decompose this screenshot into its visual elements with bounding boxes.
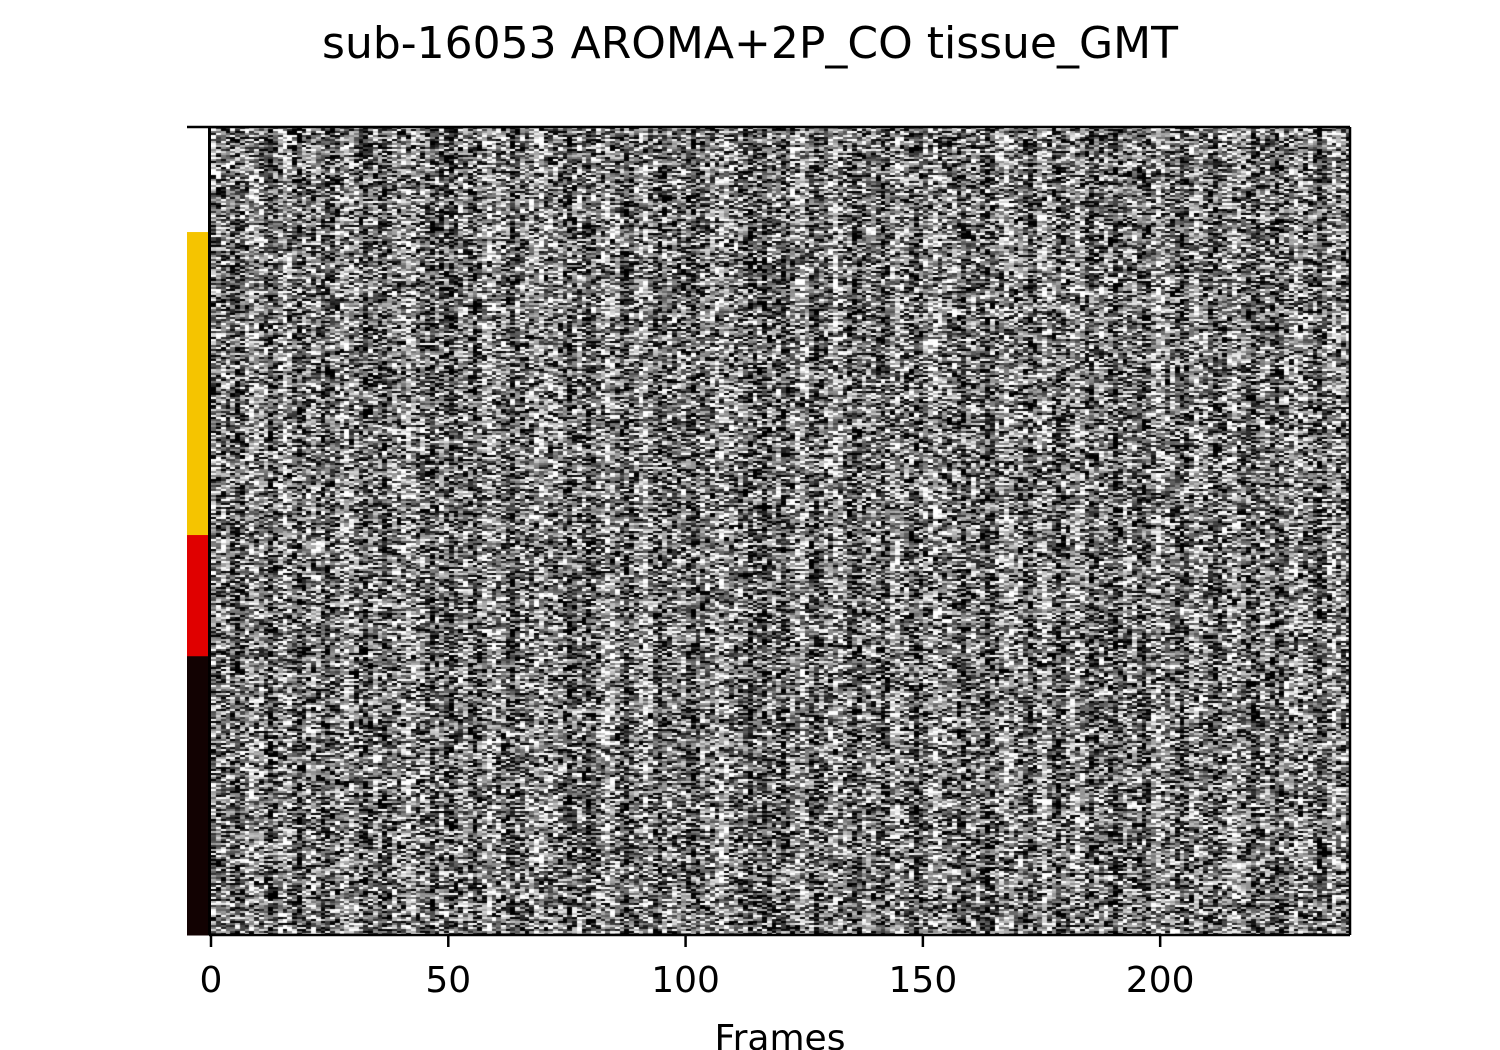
carpet-heatmap: [211, 127, 1350, 935]
x-axis-label: Frames: [715, 1018, 846, 1050]
x-tick-label: 200: [1126, 960, 1195, 1001]
x-tick-label: 150: [889, 960, 958, 1001]
plot-frame: [187, 125, 1352, 937]
tissue-segment-1: [187, 127, 209, 233]
tissue-segment-3: [187, 535, 209, 657]
tissue-legend-bar: [187, 127, 209, 936]
x-tick-label: 0: [200, 960, 223, 1001]
chart-title: sub-16053 AROMA+2P_CO tissue_GMT: [322, 18, 1178, 69]
x-tick-label: 50: [425, 960, 471, 1001]
x-tick-label: 100: [651, 960, 720, 1001]
tissue-segment-2: [187, 232, 209, 536]
x-axis: 0 50 100 150 200: [200, 935, 1195, 1001]
tissue-segment-4: [187, 656, 209, 936]
